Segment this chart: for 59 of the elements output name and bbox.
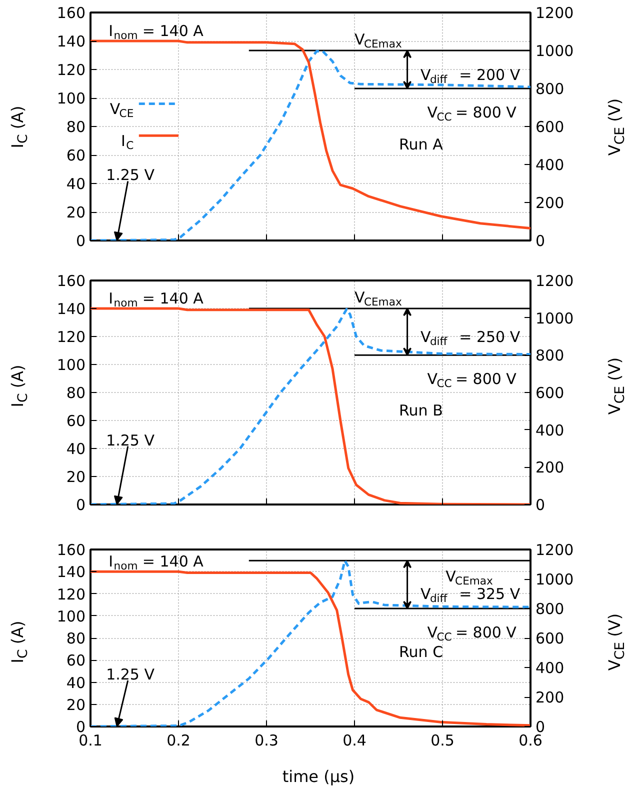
x-tick-label: 0.1 — [78, 732, 102, 750]
y2-tick-label: 1200 — [536, 4, 574, 22]
y2-tick-label: 0 — [536, 496, 546, 514]
y2-tick-label: 600 — [536, 630, 564, 648]
y-tick-label: 60 — [66, 652, 86, 670]
y-tick-label: 100 — [56, 90, 86, 108]
y-tick-label: 100 — [56, 607, 86, 626]
y2-tick-label: 600 — [536, 384, 564, 402]
y-tick-label: 0 — [76, 496, 86, 514]
y-tick-label: 140 — [56, 563, 86, 582]
y-tick-label: 80 — [66, 630, 86, 648]
annotation: Run C — [399, 643, 444, 662]
y-tick-label: 80 — [66, 118, 86, 136]
y2-tick-label: 200 — [536, 194, 564, 212]
y2-tick-label: 400 — [536, 659, 564, 677]
x-tick-label: 0.5 — [430, 732, 454, 750]
annotation: 1.25 V — [106, 166, 156, 184]
y-tick-label: 40 — [66, 674, 86, 692]
y-tick-label: 80 — [66, 384, 86, 402]
y-tick-label: 40 — [66, 440, 86, 458]
y2-tick-label: 1000 — [536, 309, 574, 328]
annotation: 1.25 V — [106, 431, 156, 450]
x-tick-label: 0.2 — [166, 732, 190, 750]
y-tick-label: 40 — [66, 175, 86, 193]
annotation: Run A — [399, 136, 444, 154]
y2-tick-label: 200 — [536, 688, 564, 706]
y2-tick-label: 800 — [536, 600, 564, 618]
y-tick-label: 140 — [56, 32, 86, 50]
y-tick-label: 120 — [56, 61, 86, 79]
y-tick-label: 60 — [66, 412, 86, 430]
y-tick-label: 160 — [56, 4, 86, 22]
y2-tick-label: 0 — [536, 232, 546, 250]
y2-tick-label: 1000 — [536, 42, 574, 60]
x-tick-label: 0.3 — [254, 732, 278, 750]
y2-tick-label: 600 — [536, 118, 564, 136]
annotation: Run B — [399, 401, 443, 420]
y-tick-label: 160 — [56, 272, 86, 290]
y-tick-label: 20 — [66, 468, 86, 486]
y2-tick-label: 800 — [536, 346, 564, 365]
y2-tick-label: 400 — [536, 156, 564, 174]
y2-tick-label: 200 — [536, 458, 564, 477]
y2-tick-label: 400 — [536, 421, 564, 440]
y2-tick-label: 1200 — [536, 272, 574, 290]
x-tick-label: 0.4 — [342, 732, 366, 750]
y-tick-label: 120 — [56, 328, 86, 346]
y2-tick-label: 800 — [536, 80, 564, 98]
x-axis-title: time (µs) — [281, 766, 356, 788]
y-tick-label: 20 — [66, 204, 86, 222]
y-tick-label: 160 — [56, 541, 86, 559]
annotation: 1.25 V — [106, 665, 156, 684]
y-tick-label: 140 — [56, 300, 86, 318]
y-tick-label: 100 — [56, 356, 86, 374]
y-tick-label: 20 — [66, 696, 86, 714]
y2-tick-label: 1200 — [536, 541, 574, 559]
y2-tick-label: 1000 — [536, 570, 574, 588]
y-tick-label: 120 — [56, 585, 86, 604]
y-tick-label: 0 — [76, 232, 86, 250]
x-tick-label: 0.6 — [518, 732, 542, 750]
y-tick-label: 60 — [66, 146, 86, 164]
